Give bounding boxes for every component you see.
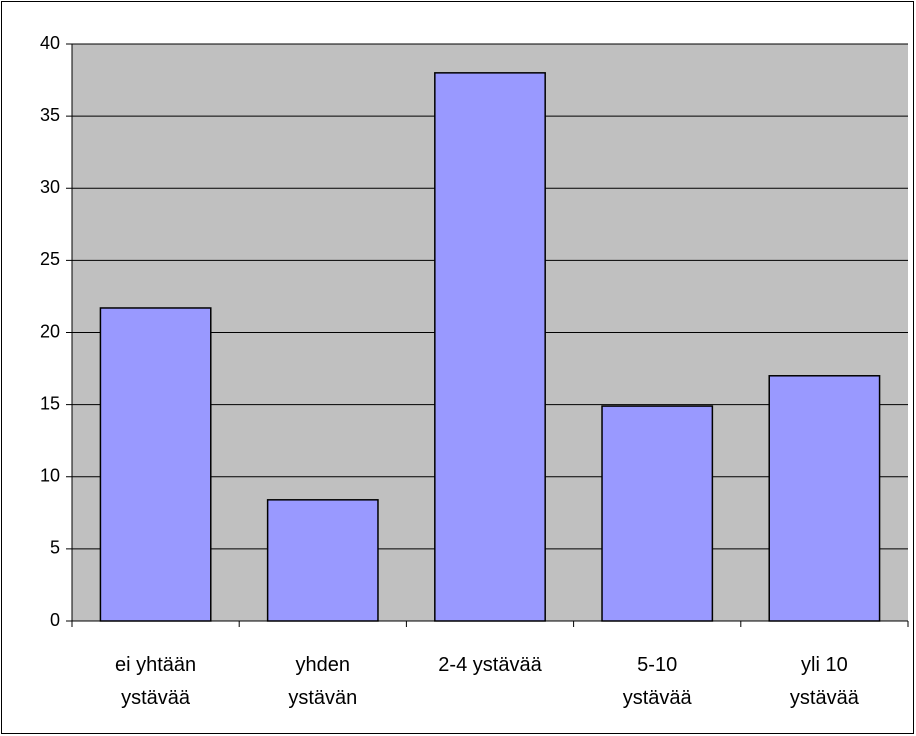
- x-tick-label: yli 10 ystävää: [789, 654, 859, 709]
- y-tick-label: 20: [40, 321, 60, 341]
- x-tick-label: 5-10 ystävää: [622, 654, 692, 709]
- x-tick-label: yhden ystävän: [288, 654, 358, 709]
- bar: [434, 72, 546, 622]
- y-tick-label: 0: [50, 610, 60, 630]
- y-tick-label: 30: [40, 177, 60, 197]
- x-tick-label: 2-4 ystävää: [438, 654, 542, 676]
- y-tick-label: 40: [40, 33, 60, 53]
- bar: [768, 375, 881, 622]
- y-tick-label: 35: [40, 105, 60, 125]
- y-tick-label: 15: [40, 393, 60, 413]
- y-tick-label: 5: [50, 538, 60, 558]
- y-tick-label: 25: [40, 249, 60, 269]
- x-tick-label: ei yhtään ystävää: [115, 654, 197, 709]
- y-tick-label: 10: [40, 466, 60, 486]
- bar: [266, 499, 379, 622]
- bar: [601, 405, 714, 622]
- bar: [99, 307, 212, 622]
